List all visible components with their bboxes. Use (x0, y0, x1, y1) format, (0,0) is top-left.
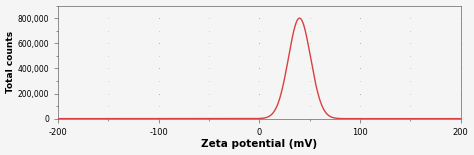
X-axis label: Zeta potential (mV): Zeta potential (mV) (201, 140, 317, 149)
Y-axis label: Total counts: Total counts (6, 31, 15, 93)
